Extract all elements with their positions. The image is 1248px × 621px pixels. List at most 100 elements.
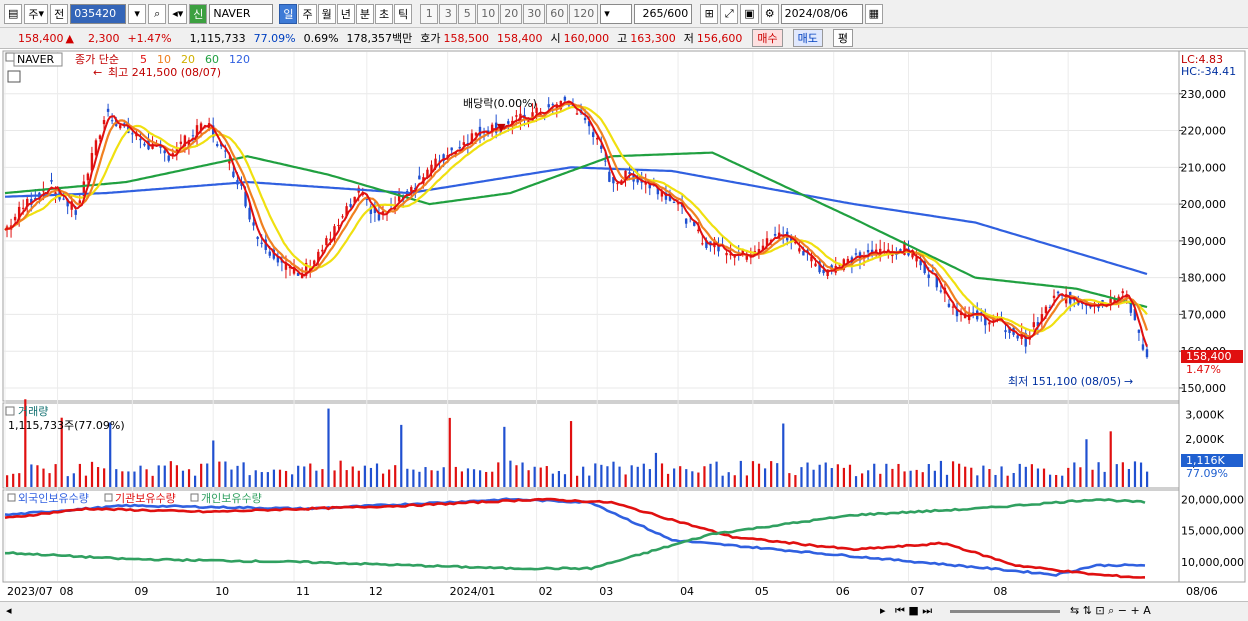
scroll-right-icon[interactable]: ▸ (880, 604, 886, 617)
candle-body (765, 238, 769, 246)
price-tick-label: 170,000 (1181, 308, 1227, 321)
price-tick-label: 190,000 (1181, 235, 1227, 248)
holding-legend-0: 외국인보유수량 (18, 492, 89, 505)
candle-body (224, 150, 227, 152)
volume-bar (260, 472, 263, 487)
gear-icon[interactable]: ⚙ (760, 3, 779, 24)
stock-chart[interactable]: 230,000 220,000 210,000 200,000 190,000 180,0… (0, 49, 1248, 621)
high-arrow-icon: ← (93, 66, 102, 79)
volume-bar (206, 463, 209, 487)
volume-bar (218, 461, 221, 487)
period-5[interactable]: 초 (374, 3, 394, 24)
volume-current-tag: 1,116K (1186, 454, 1225, 467)
candle-body (171, 153, 174, 156)
speaker-icon[interactable]: ◂▾ (168, 3, 188, 24)
count-input[interactable]: 265/600 (634, 3, 693, 24)
candle-body (317, 251, 320, 262)
interval-3[interactable]: 3 (439, 3, 458, 24)
candle-body (78, 200, 81, 205)
volume-bar (848, 464, 852, 487)
volume-bar (1103, 471, 1106, 487)
buy-button[interactable]: 매수 (752, 29, 783, 47)
eval-button[interactable]: 평 (832, 29, 854, 47)
volume-bar (48, 473, 51, 487)
volume-bar (951, 461, 955, 487)
chart-tool-icons[interactable]: ⇆ ⇅ ⊡ ⌕ − + A (1070, 604, 1151, 617)
custom-interval-input[interactable]: ▾ (600, 3, 633, 24)
candle-body (333, 226, 336, 240)
code-dropdown-icon[interactable]: ▾ (128, 3, 147, 24)
period-3[interactable]: 년 (336, 3, 355, 24)
volume-bar (945, 474, 949, 487)
volume-bar (84, 475, 88, 487)
ma-legend-60: 60 (205, 53, 219, 66)
period-1[interactable]: 주 (298, 3, 317, 24)
sell-button[interactable]: 매도 (792, 29, 823, 47)
candle-body (931, 270, 934, 272)
volume-bar (515, 465, 518, 487)
candle-body (228, 159, 231, 164)
candle-body (110, 120, 114, 122)
bottom-scroll-bar[interactable]: ◂ ▸ ⏮ ■ ⏭ ⇆ ⇅ ⊡ ⌕ − + A (0, 601, 1248, 621)
volume-bar (187, 469, 191, 487)
volume-bar (842, 467, 846, 487)
candle-body (955, 309, 959, 317)
volume-bar (788, 473, 791, 487)
search-icon[interactable]: ⌕ (148, 3, 167, 24)
period-6[interactable]: 틱 (394, 3, 413, 24)
period-select[interactable]: 주 ▾ (24, 3, 49, 24)
candle-body (745, 255, 748, 260)
save-icon[interactable]: ▣ (740, 3, 759, 24)
volume-bar (42, 468, 45, 487)
ma-legend-title: 종가 단순 (75, 53, 119, 66)
grid-toggle-icon[interactable] (7, 70, 21, 83)
volume-bar (1073, 462, 1076, 487)
chart-tool-icon[interactable]: ⊞ (700, 3, 719, 24)
volume-bar (551, 473, 554, 487)
stock-name-label: NAVER (17, 53, 55, 66)
interval-1[interactable]: 1 (420, 3, 439, 24)
draw-tool-icon[interactable]: ⤢ (720, 3, 739, 24)
candle-body (325, 238, 328, 246)
interval-5[interactable]: 5 (458, 3, 477, 24)
volume-bar (1036, 468, 1040, 487)
volume-bar (90, 461, 94, 487)
x-axis-right-label: 08/06 (1186, 585, 1218, 598)
volume-current-pct: 77.09% (1186, 467, 1228, 480)
zoom-slider[interactable] (950, 610, 1060, 613)
period-0[interactable]: 일 (279, 3, 298, 24)
holding-tick-label: 20,000,000 (1181, 493, 1244, 506)
interval-10[interactable]: 10 (477, 3, 500, 24)
stock-code-input[interactable]: 035420 (70, 3, 127, 24)
menu-icon[interactable]: ▤ (4, 3, 23, 24)
period-4[interactable]: 분 (355, 3, 374, 24)
volume-bar (576, 475, 579, 487)
volume-bar (200, 463, 203, 487)
candle-body (947, 303, 951, 307)
volume-bar (242, 462, 245, 487)
playback-controls-icon[interactable]: ⏮ ■ ⏭ (895, 604, 933, 617)
period-2[interactable]: 월 (317, 3, 336, 24)
interval-30[interactable]: 30 (523, 3, 546, 24)
volume-bar (369, 467, 373, 487)
interval-120[interactable]: 120 (569, 3, 599, 24)
volume-bar (321, 469, 324, 487)
interval-60[interactable]: 60 (546, 3, 569, 24)
price-tick-label: 230,000 (1181, 88, 1227, 101)
volume-bar (903, 471, 906, 487)
candle-body (179, 141, 183, 144)
candle-body (167, 155, 170, 161)
interval-20[interactable]: 20 (500, 3, 523, 24)
volume-bar (1048, 474, 1052, 487)
volume-bar (527, 470, 530, 487)
volume-bar (1115, 464, 1118, 487)
candle-body (741, 249, 744, 255)
date-input[interactable]: 2024/08/06 (780, 3, 863, 24)
calendar-icon[interactable]: ▦ (864, 3, 884, 24)
holding-line-0 (4, 497, 1146, 577)
candle-body (232, 171, 235, 177)
volume-bar (309, 463, 312, 487)
prev-button[interactable]: 전 (50, 3, 69, 24)
shin-badge[interactable]: 신 (189, 3, 208, 24)
scroll-left-icon[interactable]: ◂ (6, 604, 12, 617)
